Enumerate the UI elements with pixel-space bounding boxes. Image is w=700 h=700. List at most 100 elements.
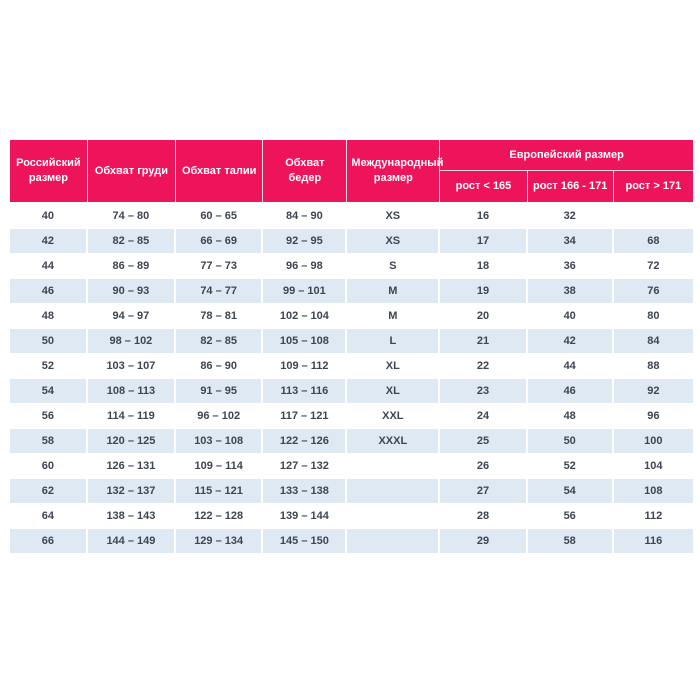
cell: 40 <box>10 202 88 229</box>
table-row: 48 94 – 97 78 – 81 102 – 104 M 20 40 80 <box>10 304 693 329</box>
cell: 46 <box>527 379 614 404</box>
table-row: 42 82 – 85 66 – 69 92 – 95 XS 17 34 68 <box>10 229 693 254</box>
cell: 91 – 95 <box>175 379 264 404</box>
cell: 108 <box>613 479 693 504</box>
cell: 56 <box>527 504 614 529</box>
cell: XS <box>347 202 441 229</box>
cell: XL <box>347 379 441 404</box>
cell: 133 – 138 <box>263 479 348 504</box>
header-height-lt-165: рост < 165 <box>440 170 528 202</box>
cell: 74 – 80 <box>87 202 176 229</box>
cell: 109 – 114 <box>175 454 264 479</box>
cell: 145 – 150 <box>263 529 348 554</box>
table-row: 44 86 – 89 77 – 73 96 – 98 S 18 36 72 <box>10 254 693 279</box>
cell: 52 <box>527 454 614 479</box>
cell: 127 – 132 <box>263 454 348 479</box>
table-row: 60 126 – 131 109 – 114 127 – 132 26 52 104 <box>10 454 693 479</box>
cell: 144 – 149 <box>87 529 176 554</box>
cell: 76 <box>613 279 693 304</box>
table-row: 54 108 – 113 91 – 95 113 – 116 XL 23 46 92 <box>10 379 693 404</box>
cell: 122 – 128 <box>175 504 264 529</box>
cell: 21 <box>440 329 528 354</box>
cell: 54 <box>527 479 614 504</box>
cell: 48 <box>527 404 614 429</box>
cell: 66 – 69 <box>175 229 264 254</box>
cell: 82 – 85 <box>175 329 264 354</box>
cell: S <box>347 254 441 279</box>
cell: 138 – 143 <box>87 504 176 529</box>
cell: 77 – 73 <box>175 254 264 279</box>
cell: 25 <box>440 429 528 454</box>
cell: 84 <box>613 329 693 354</box>
cell: 60 <box>10 454 88 479</box>
cell: 28 <box>440 504 528 529</box>
cell: 114 – 119 <box>87 404 176 429</box>
cell: 42 <box>10 229 88 254</box>
cell: 42 <box>527 329 614 354</box>
cell: 58 <box>10 429 88 454</box>
header-height-166-171: рост 166 - 171 <box>527 170 614 202</box>
cell: 80 <box>613 304 693 329</box>
cell: 103 – 108 <box>175 429 264 454</box>
cell <box>613 202 693 229</box>
cell: 34 <box>527 229 614 254</box>
cell: 36 <box>527 254 614 279</box>
cell <box>347 479 441 504</box>
cell: 24 <box>440 404 528 429</box>
table-row: 46 90 – 93 74 – 77 99 – 101 M 19 38 76 <box>10 279 693 304</box>
cell: 20 <box>440 304 528 329</box>
cell: XXXL <box>347 429 441 454</box>
cell: 62 <box>10 479 88 504</box>
cell: 38 <box>527 279 614 304</box>
cell: M <box>347 279 441 304</box>
cell: 84 – 90 <box>263 202 348 229</box>
cell: 78 – 81 <box>175 304 264 329</box>
header-hips: Обхват бедер <box>263 140 348 202</box>
cell: 82 – 85 <box>87 229 176 254</box>
cell: 64 <box>10 504 88 529</box>
cell: 29 <box>440 529 528 554</box>
header-chest: Обхват груди <box>87 140 176 202</box>
cell: L <box>347 329 441 354</box>
cell: 103 – 107 <box>87 354 176 379</box>
cell: 132 – 137 <box>87 479 176 504</box>
cell: 96 – 102 <box>175 404 264 429</box>
table-row: 66 144 – 149 129 – 134 145 – 150 29 58 116 <box>10 529 693 554</box>
table-row: 58 120 – 125 103 – 108 122 – 126 XXXL 25 50 100 <box>10 429 693 454</box>
cell: 46 <box>10 279 88 304</box>
cell: 60 – 65 <box>175 202 264 229</box>
cell: 44 <box>10 254 88 279</box>
cell: 22 <box>440 354 528 379</box>
cell: 117 – 121 <box>263 404 348 429</box>
cell: 126 – 131 <box>87 454 176 479</box>
cell: 94 – 97 <box>87 304 176 329</box>
cell: 96 – 98 <box>263 254 348 279</box>
size-chart: Российский размер Обхват груди Обхват та… <box>10 140 693 554</box>
cell: 56 <box>10 404 88 429</box>
table-row: 52 103 – 107 86 – 90 109 – 112 XL 22 44 88 <box>10 354 693 379</box>
cell: 122 – 126 <box>263 429 348 454</box>
cell: 104 <box>613 454 693 479</box>
cell: 48 <box>10 304 88 329</box>
cell: 99 – 101 <box>263 279 348 304</box>
cell: XL <box>347 354 441 379</box>
size-table: Российский размер Обхват груди Обхват та… <box>10 140 693 554</box>
cell: XXL <box>347 404 441 429</box>
cell <box>347 454 441 479</box>
cell: 112 <box>613 504 693 529</box>
cell: 109 – 112 <box>263 354 348 379</box>
table-row: 62 132 – 137 115 – 121 133 – 138 27 54 108 <box>10 479 693 504</box>
cell: 17 <box>440 229 528 254</box>
cell: 18 <box>440 254 528 279</box>
cell: 92 <box>613 379 693 404</box>
cell: 19 <box>440 279 528 304</box>
header-european-size: Европейский размер <box>440 140 693 170</box>
cell: 50 <box>527 429 614 454</box>
table-row: 40 74 – 80 60 – 65 84 – 90 XS 16 32 <box>10 202 693 229</box>
cell: 86 – 89 <box>87 254 176 279</box>
cell: 40 <box>527 304 614 329</box>
cell: 16 <box>440 202 528 229</box>
cell: 116 <box>613 529 693 554</box>
table-row: 56 114 – 119 96 – 102 117 – 121 XXL 24 48 96 <box>10 404 693 429</box>
cell: 129 – 134 <box>175 529 264 554</box>
